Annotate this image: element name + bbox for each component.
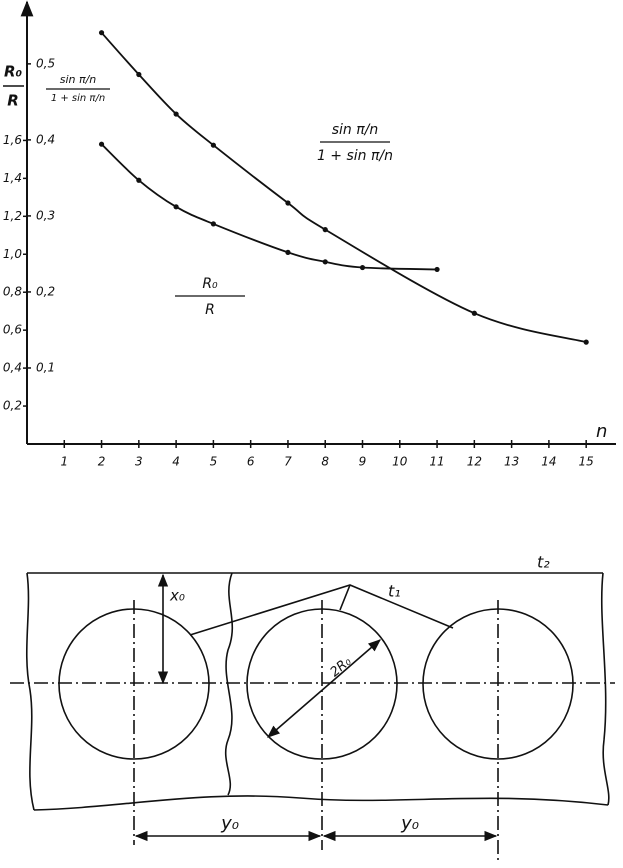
point (136, 71, 142, 78)
y-tick-label: 1,2 (3, 209, 22, 223)
x-tick-label: 10 (392, 455, 408, 469)
t1-leader (339, 584, 351, 611)
x-tick-label: 13 (504, 455, 519, 469)
x-tick-label: 3 (135, 455, 143, 469)
curve-label-den: 1 + sin π/n (317, 148, 393, 164)
diameter-label: 2R₀ (328, 654, 355, 680)
point (210, 142, 216, 148)
point (173, 111, 179, 117)
y2-tick-label: 0,3 (36, 208, 55, 222)
x-tick-label: 7 (284, 455, 292, 469)
point (98, 141, 105, 147)
x-tick-label: 5 (210, 455, 218, 469)
x-tick-label: 8 (321, 455, 329, 469)
x-tick-label: 14 (541, 455, 556, 469)
y-tick-label: 1,4 (3, 171, 22, 185)
y-tick-label: 0,6 (3, 323, 22, 337)
chart: n R₀ R sin π/n 1 + sin π/n (3, 0, 616, 445)
curve (100, 32, 587, 343)
point (359, 264, 366, 271)
y2-tick-label: 0,4 (36, 132, 55, 146)
curve-label-num: sin π/n (332, 122, 379, 138)
x-tick-label: 15 (579, 455, 594, 469)
x-tick-label: 9 (359, 455, 367, 469)
y-tick-label: 0,8 (3, 285, 22, 299)
y2-tick-label: 0,1 (36, 360, 55, 374)
point (210, 221, 216, 227)
plate-left (26, 572, 35, 811)
t2-label: t₂ (537, 553, 550, 572)
curve-label-den: R (205, 302, 215, 318)
point (136, 177, 142, 183)
y0-label: y₀ (220, 813, 239, 834)
diagram (10, 572, 615, 862)
point (583, 339, 589, 345)
diameter-dimension (267, 639, 381, 738)
y2-tick-label: 0,2 (36, 284, 55, 298)
t1-label: t₁ (388, 582, 401, 601)
y2-tick-label: 0,5 (36, 56, 55, 70)
x-tick-label: 4 (172, 455, 180, 469)
point (285, 249, 291, 255)
curve-label-num: R₀ (202, 276, 218, 292)
y-tick-label: 1,6 (3, 133, 22, 147)
point (322, 227, 328, 233)
break-line (224, 572, 234, 796)
x-tick-label: 6 (247, 455, 255, 469)
x-axis-label: n (596, 421, 607, 442)
point (471, 310, 477, 316)
point (285, 200, 291, 206)
point (434, 266, 440, 273)
y2-axis-label-den: 1 + sin π/n (51, 93, 105, 104)
y-tick-label: 0,4 (3, 361, 22, 375)
y0-label: y₀ (400, 813, 419, 834)
point (173, 204, 179, 210)
plate-right (600, 572, 610, 806)
y2-axis-label-num: sin π/n (60, 73, 97, 86)
y-tick-label: 0,2 (3, 399, 22, 413)
x-tick-label: 12 (467, 455, 482, 469)
y-axis-label-den: R (7, 92, 19, 110)
point (322, 259, 328, 265)
x-tick-label: 2 (98, 455, 106, 469)
y-tick-label: 1,0 (3, 247, 22, 261)
x0-label: x₀ (169, 587, 185, 605)
plate-bottom (33, 795, 609, 811)
x-tick-label: 11 (429, 455, 444, 469)
y-axis-label-num: R₀ (4, 63, 23, 81)
x-tick-label: 1 (60, 455, 68, 469)
point (98, 30, 105, 36)
